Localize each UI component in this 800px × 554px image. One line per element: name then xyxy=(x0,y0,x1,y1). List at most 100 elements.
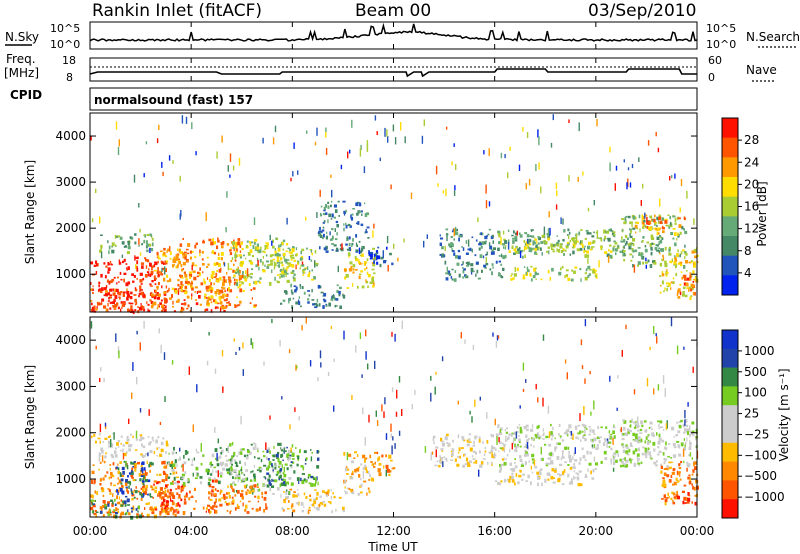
velocity-colorbar-swatch-2 xyxy=(722,367,738,387)
velocity-colorbar-swatch-1 xyxy=(722,348,738,368)
velocity-colorbar-label: Velocity [m s⁻¹] xyxy=(777,368,791,461)
power-patch-19 xyxy=(659,247,699,300)
power-patch-7 xyxy=(262,247,319,282)
velocity-patch-7 xyxy=(206,484,268,515)
power-ytick-label-1: 2000 xyxy=(55,221,86,235)
power-patch-12 xyxy=(439,228,496,260)
power-ytick-label-3: 4000 xyxy=(55,129,86,143)
velocity-colorbar-tick-1: 500 xyxy=(744,365,767,379)
power-patch-4 xyxy=(229,237,295,287)
power-colorbar-swatch-1 xyxy=(722,137,738,158)
power-colorbar-tick-5: 8 xyxy=(744,244,752,258)
date-title: 03/Sep/2010 xyxy=(588,1,696,21)
power-colorbar-swatch-0 xyxy=(722,118,738,138)
power-patch-16 xyxy=(510,265,598,282)
velocity-colorbar-swatch-9 xyxy=(722,499,738,519)
power-colorbar-swatch-2 xyxy=(722,157,738,178)
nave-label: Nave xyxy=(746,63,777,77)
velocity-patch-15 xyxy=(622,418,699,469)
velocity-ylabel: Slant Range [km] xyxy=(23,365,37,469)
x-tick-label-3: 12:00 xyxy=(376,524,411,538)
velocity-colorbar-tick-2: 100 xyxy=(744,386,767,400)
x-tick-label-4: 16:00 xyxy=(477,524,512,538)
noise-line xyxy=(89,22,698,42)
velocity-patch-2 xyxy=(90,498,143,520)
noise-left-label: N.Sky xyxy=(5,30,39,44)
power-colorbar-swatch-6 xyxy=(722,236,738,256)
power-patch-20 xyxy=(679,274,696,296)
cpid-value: normalsound (fast) 157 xyxy=(94,93,253,107)
x-tick-label-5: 20:00 xyxy=(579,524,614,538)
velocity-heatmap xyxy=(90,317,699,520)
velocity-colorbar-swatch-3 xyxy=(722,386,738,406)
power-heatmap xyxy=(90,114,699,315)
freq-label-2: [MHz] xyxy=(4,66,39,80)
velocity-colorbar-swatch-7 xyxy=(722,461,738,481)
beam-title: Beam 00 xyxy=(355,1,431,21)
station-title: Rankin Inlet (fitACF) xyxy=(92,1,262,21)
power-patch-10 xyxy=(317,200,370,254)
power-patch-5 xyxy=(99,233,154,255)
velocity-colorbar-tick-0: 1000 xyxy=(744,344,775,358)
power-colorbar: 28 24 20 16 12 8 4 xyxy=(721,117,759,296)
noise-left-tick-bottom: 10^0 xyxy=(50,38,80,51)
power-colorbar-swatch-7 xyxy=(722,255,738,276)
power-colorbar-swatch-3 xyxy=(722,177,738,197)
power-colorbar-tick-6: 4 xyxy=(744,266,752,280)
velocity-patch-1 xyxy=(115,460,154,499)
freq-line xyxy=(89,68,697,78)
power-patch-9 xyxy=(343,247,376,289)
power-ytick-label-2: 3000 xyxy=(55,175,86,189)
freq-tick-bottom: 8 xyxy=(66,71,73,84)
velocity-colorbar-tick-4: −25 xyxy=(744,427,769,441)
x-axis-label: Time UT xyxy=(367,540,418,554)
power-colorbar-swatch-8 xyxy=(722,275,738,296)
velocity-patch-12 xyxy=(432,433,509,468)
power-colorbar-label: Power [dB] xyxy=(755,181,769,246)
power-patch-11 xyxy=(368,246,394,268)
noise-right-tick-bottom: 10^0 xyxy=(706,38,736,51)
velocity-patch-6 xyxy=(263,446,320,488)
power-colorbar-tick-3: 16 xyxy=(744,200,759,214)
freq-tick-top: 18 xyxy=(62,54,76,67)
power-patch-17 xyxy=(621,214,688,269)
velocity-ytick-label-2: 3000 xyxy=(55,379,86,393)
velocity-colorbar-swatch-6 xyxy=(722,442,738,462)
power-patch-1 xyxy=(90,288,230,315)
freq-label-1: Freq. xyxy=(6,52,36,66)
power-ylabel: Slant Range [km] xyxy=(23,160,37,264)
velocity-colorbar-tick-6: −500 xyxy=(744,469,777,483)
velocity-ytick-label-3: 4000 xyxy=(55,333,86,347)
noise-right-tick-top: 10^5 xyxy=(706,22,736,35)
x-tick-label-0: 00:00 xyxy=(73,524,108,538)
velocity-patch-5 xyxy=(229,442,295,495)
power-patch-15 xyxy=(508,237,620,255)
power-colorbar-swatch-4 xyxy=(722,196,738,217)
power-colorbar-swatch-5 xyxy=(722,216,738,237)
power-patch-13 xyxy=(444,260,505,282)
cpid-panel-frame xyxy=(89,87,698,111)
x-tick-label-2: 08:00 xyxy=(275,524,310,538)
power-colorbar-tick-0: 28 xyxy=(744,133,759,147)
velocity-ytick-label-0: 1000 xyxy=(55,472,86,486)
velocity-colorbar-swatch-4 xyxy=(722,405,738,425)
velocity-ytick-label-1: 2000 xyxy=(55,426,86,440)
velocity-colorbar: 1000 500 100 25 −25 −100 −500 −1000 xyxy=(721,329,785,519)
x-tick-label-1: 04:00 xyxy=(174,524,209,538)
power-patch-8 xyxy=(280,283,346,309)
nave-tick-bottom: 0 xyxy=(708,71,715,84)
power-patch-6 xyxy=(204,278,257,310)
velocity-colorbar-tick-3: 25 xyxy=(744,407,759,421)
velocity-patch-3 xyxy=(153,479,218,515)
power-patch-2 xyxy=(153,247,194,295)
velocity-patch-9 xyxy=(343,451,375,496)
velocity-colorbar-tick-7: −1000 xyxy=(744,490,785,504)
velocity-patch-11 xyxy=(91,432,169,459)
power-colorbar-tick-2: 20 xyxy=(744,177,759,191)
velocity-patch-14 xyxy=(494,465,597,487)
noise-left-tick-top: 10^5 xyxy=(50,22,80,35)
velocity-colorbar-swatch-0 xyxy=(722,330,738,350)
velocity-colorbar-swatch-8 xyxy=(722,480,738,500)
velocity-colorbar-tick-5: −100 xyxy=(744,448,777,462)
